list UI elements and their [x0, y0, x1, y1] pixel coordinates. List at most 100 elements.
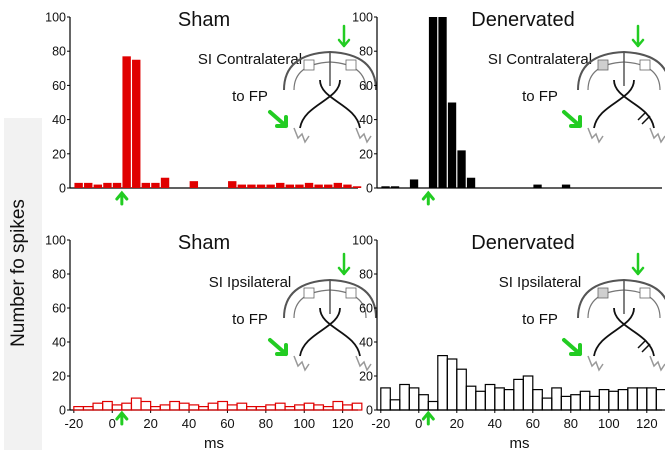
forepaw-right-icon — [355, 127, 372, 144]
histogram-bar — [646, 387, 657, 411]
y-tick-label: 40 — [359, 336, 373, 350]
y-tick-label: 40 — [359, 113, 373, 127]
nerve-cut-mark — [641, 115, 651, 125]
histogram-bar — [579, 390, 591, 411]
histogram-bar — [589, 395, 600, 411]
pathway-crossing-b — [593, 79, 635, 129]
histogram-bar — [390, 186, 400, 188]
histogram-bar — [551, 387, 562, 411]
histogram-bar — [237, 184, 247, 188]
histogram-bar — [457, 150, 466, 188]
spinal-cord-schematic-icon — [268, 24, 377, 144]
x-tick-label: 0 — [415, 416, 422, 431]
histogram-bar — [159, 404, 171, 411]
recording-site-arrow-icon — [631, 24, 645, 48]
y-tick-label: 80 — [52, 45, 66, 59]
si-region-right — [639, 59, 651, 71]
histogram-bar — [92, 402, 104, 411]
forepaw-right-icon — [649, 355, 665, 372]
histogram-bar — [266, 184, 275, 188]
pathway-crossing-a — [613, 79, 655, 129]
stimulus-arrow-icon — [268, 338, 288, 356]
histogram-bar — [247, 184, 256, 188]
panel-annotation-recording-site: SI Contralateral — [198, 51, 302, 68]
nerve-cut-mark — [641, 343, 651, 353]
panel-annotation-stimulus: to FP — [232, 311, 268, 328]
chart-panel-1: 0 20 40 60 80 100 Sham SI Contralateral to FP — [45, 9, 377, 206]
histogram-bar — [93, 184, 103, 188]
histogram-bar — [256, 184, 266, 188]
y-tick-label: 20 — [359, 147, 373, 161]
panel-annotation-stimulus: to FP — [522, 311, 558, 328]
histogram-bar — [560, 395, 572, 411]
y-tick-label: 0 — [366, 182, 373, 196]
y-tick-label: 100 — [45, 234, 66, 248]
panel-title: Sham — [178, 232, 230, 254]
y-tick-label: 60 — [359, 79, 373, 93]
pathway-crossing-a — [319, 307, 361, 357]
histogram-bar — [380, 387, 391, 411]
histogram-bar — [303, 402, 315, 411]
x-tick-label: -20 — [64, 416, 83, 431]
histogram-bar — [178, 402, 190, 411]
x-tick-label: 40 — [488, 416, 502, 431]
spinal-cord-schematic-icon — [562, 24, 665, 144]
recording-site-arrow-icon — [631, 252, 645, 276]
histogram-bar — [466, 177, 476, 188]
histogram-bar — [324, 184, 333, 188]
si-region-right — [639, 287, 651, 299]
x-tick-label: 60 — [526, 416, 540, 431]
histogram-bar — [636, 387, 648, 411]
histogram-bar — [541, 397, 553, 411]
histogram-bar — [438, 17, 447, 188]
y-tick-label: 60 — [52, 302, 66, 316]
ylabel-background — [4, 118, 42, 450]
histogram-bar — [608, 390, 619, 411]
y-tick-label: 0 — [366, 404, 373, 418]
histogram-bar — [276, 182, 285, 188]
y-tick-label: 0 — [59, 404, 66, 418]
y-tick-label: 80 — [359, 268, 373, 282]
x-tick-label: 20 — [143, 416, 157, 431]
histogram-bar — [84, 182, 93, 188]
histogram-bar — [314, 184, 323, 188]
histogram-bar — [570, 394, 581, 411]
histogram-bar — [428, 17, 438, 188]
stimulus-onset-arrow-icon — [421, 190, 435, 206]
histogram-bar — [130, 397, 142, 411]
x-axis-label: ms — [204, 435, 224, 452]
y-tick-label: 60 — [52, 79, 66, 93]
spinal-cord-schematic-icon — [562, 252, 665, 372]
histogram-bar — [198, 406, 209, 411]
histogram-bar — [236, 402, 248, 411]
histogram-bar — [160, 177, 170, 188]
histogram-bar — [103, 182, 112, 188]
histogram-bar — [217, 400, 229, 411]
histogram-bar — [437, 355, 448, 411]
histogram-bar — [295, 184, 304, 188]
recording-site-arrow-icon — [337, 252, 351, 276]
histogram-bar — [617, 389, 629, 411]
histogram-bar — [494, 387, 505, 411]
forepaw-right-icon — [355, 355, 372, 372]
histogram-bar — [381, 186, 390, 188]
forepaw-left-icon — [587, 127, 604, 144]
x-tick-label: 40 — [182, 416, 196, 431]
stimulus-onset-arrow-icon — [421, 410, 435, 426]
x-axis-label: ms — [510, 435, 530, 452]
histogram-bar — [151, 182, 160, 188]
pathway-crossing-a — [613, 307, 655, 357]
x-tick-label: -20 — [371, 416, 390, 431]
histogram-bar — [111, 404, 123, 411]
forepaw-left-icon — [587, 355, 604, 372]
x-tick-label: 120 — [332, 416, 354, 431]
y-tick-label: 80 — [359, 45, 373, 59]
si-region-right — [345, 59, 357, 71]
recording-site-arrow-icon — [337, 24, 351, 48]
histogram-bar — [228, 181, 237, 188]
histogram-bar — [150, 406, 161, 411]
forepaw-left-icon — [293, 355, 310, 372]
histogram-bar — [304, 182, 314, 188]
y-tick-label: 20 — [52, 147, 66, 161]
